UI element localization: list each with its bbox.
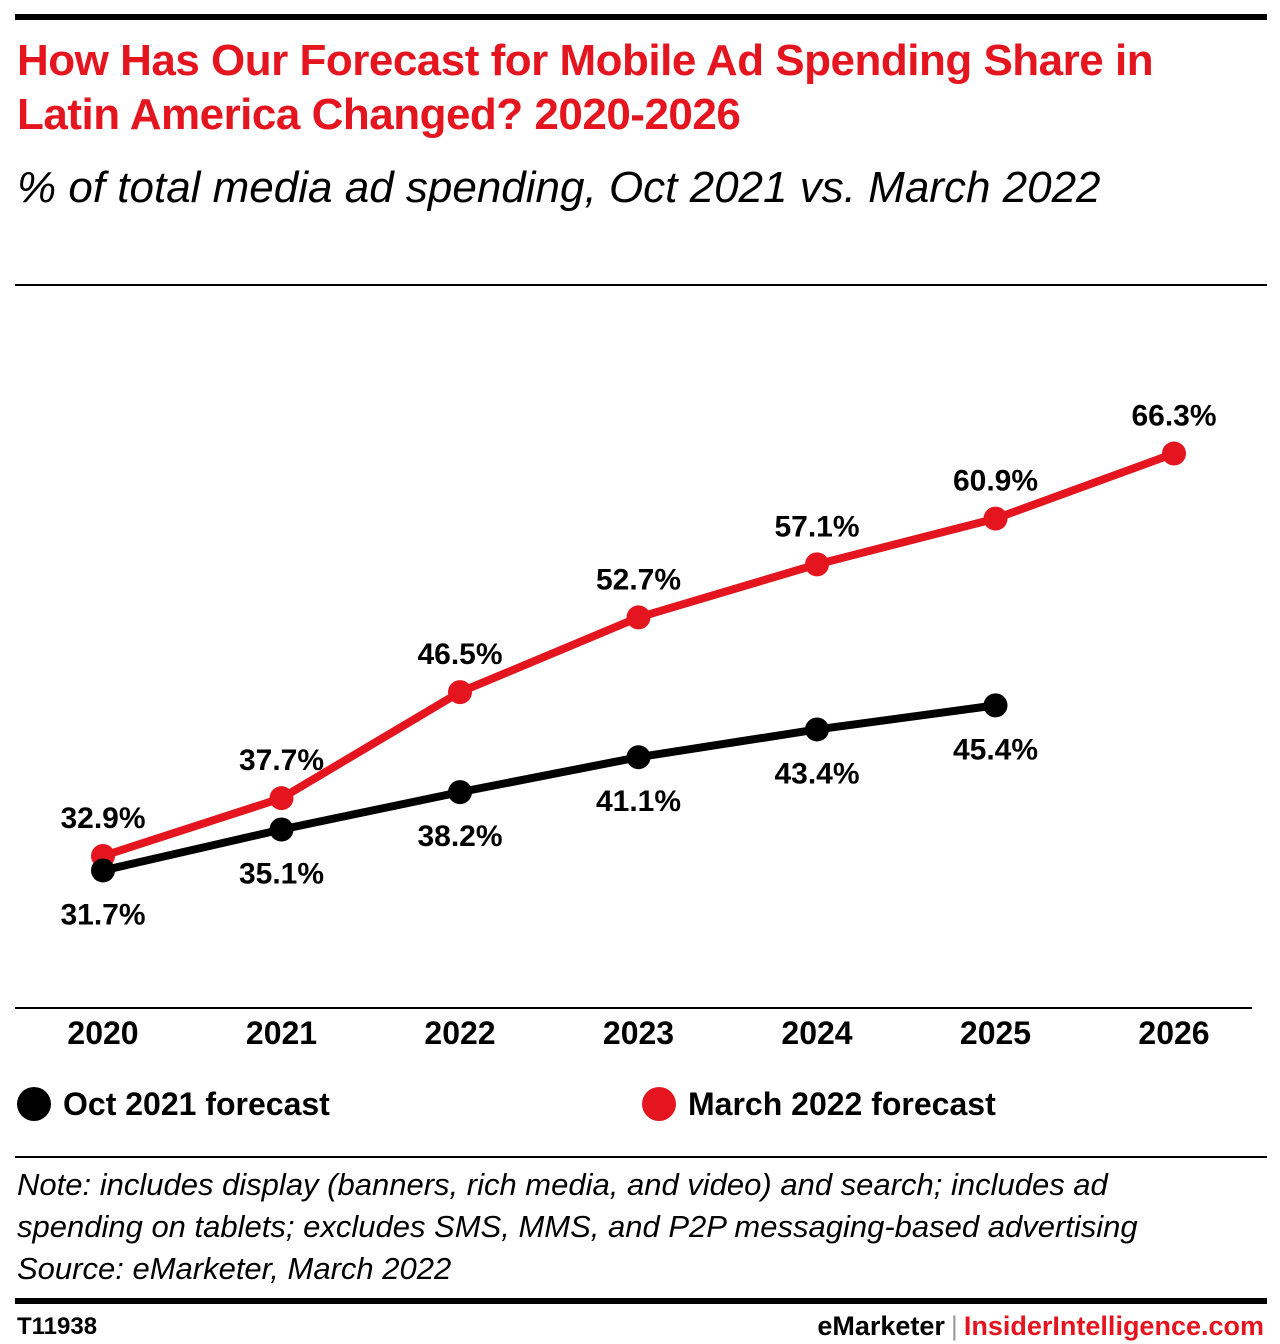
header-divider [15,284,1267,286]
legend-oct-2021-swatch [17,1087,51,1121]
data-label-oct-2021: 35.1% [239,857,324,890]
data-point-march-2022 [269,786,294,811]
data-label-march-2022: 57.1% [774,510,859,543]
data-label-march-2022: 32.9% [60,802,145,835]
data-point-oct-2021 [983,693,1008,718]
legend-oct-2021: Oct 2021 forecast [17,1082,330,1126]
chart-id: T11938 [17,1313,98,1340]
notes-divider [15,1156,1267,1158]
legend-march-2022-label: March 2022 forecast [688,1085,996,1122]
data-label-march-2022: 60.9% [953,465,1038,498]
data-point-march-2022 [983,506,1008,531]
x-tick-label: 2026 [1138,1015,1209,1051]
note-line-2: spending on tablets; excludes SMS, MMS, … [17,1209,1138,1244]
line-chart: 2020 2021 2022 2023 2024 2025 2026 31.7% 35.1% 38… [15,400,1252,1051]
bottom-rule [15,1298,1267,1304]
top-rule [15,14,1267,20]
data-point-oct-2021 [805,717,829,742]
footer-brand: eMarketer | InsiderIntelligence.com [817,1311,1264,1342]
legend-march-2022-swatch [642,1087,676,1121]
brand-emarketer: eMarketer [817,1311,945,1341]
legend-march-2022: March 2022 forecast [642,1082,996,1126]
data-label-oct-2021: 45.4% [953,733,1038,766]
legend-oct-2021-label: Oct 2021 forecast [63,1085,330,1122]
data-point-march-2022 [805,552,829,577]
chart-subtitle: % of total media ad spending, Oct 2021 v… [17,163,1101,212]
source-line: Source: eMarketer, March 2022 [17,1251,452,1286]
x-tick-label: 2021 [246,1015,317,1051]
data-point-oct-2021 [626,745,651,770]
note-line-1: Note: includes display (banners, rich me… [17,1167,1108,1202]
x-tick-label: 2025 [960,1015,1031,1051]
data-label-oct-2021: 31.7% [60,898,145,931]
data-point-march-2022 [626,605,651,630]
data-label-march-2022: 52.7% [596,563,681,596]
notes: Note: includes display (banners, rich me… [17,1164,1267,1290]
chart-title: How Has Our Forecast for Mobile Ad Spend… [17,36,1154,139]
x-tick-label: 2022 [424,1015,495,1051]
data-label-oct-2021: 38.2% [417,820,502,853]
data-label-march-2022: 37.7% [239,744,324,777]
x-tick-label: 2020 [67,1015,138,1051]
data-point-oct-2021 [448,780,472,805]
data-point-oct-2021 [91,858,115,883]
data-label-march-2022: 46.5% [417,638,502,671]
data-point-march-2022 [1162,441,1186,466]
brand-site: InsiderIntelligence.com [963,1311,1264,1341]
data-point-march-2022 [448,680,472,705]
series-line-oct-2021 [99,701,1000,875]
x-tick-label: 2023 [603,1015,674,1051]
data-label-oct-2021: 41.1% [596,785,681,818]
x-tick-label: 2024 [781,1015,852,1051]
data-point-oct-2021 [269,817,294,842]
data-label-oct-2021: 43.4% [774,757,859,790]
data-label-march-2022: 66.3% [1131,400,1216,433]
brand-separator: | [950,1311,958,1341]
